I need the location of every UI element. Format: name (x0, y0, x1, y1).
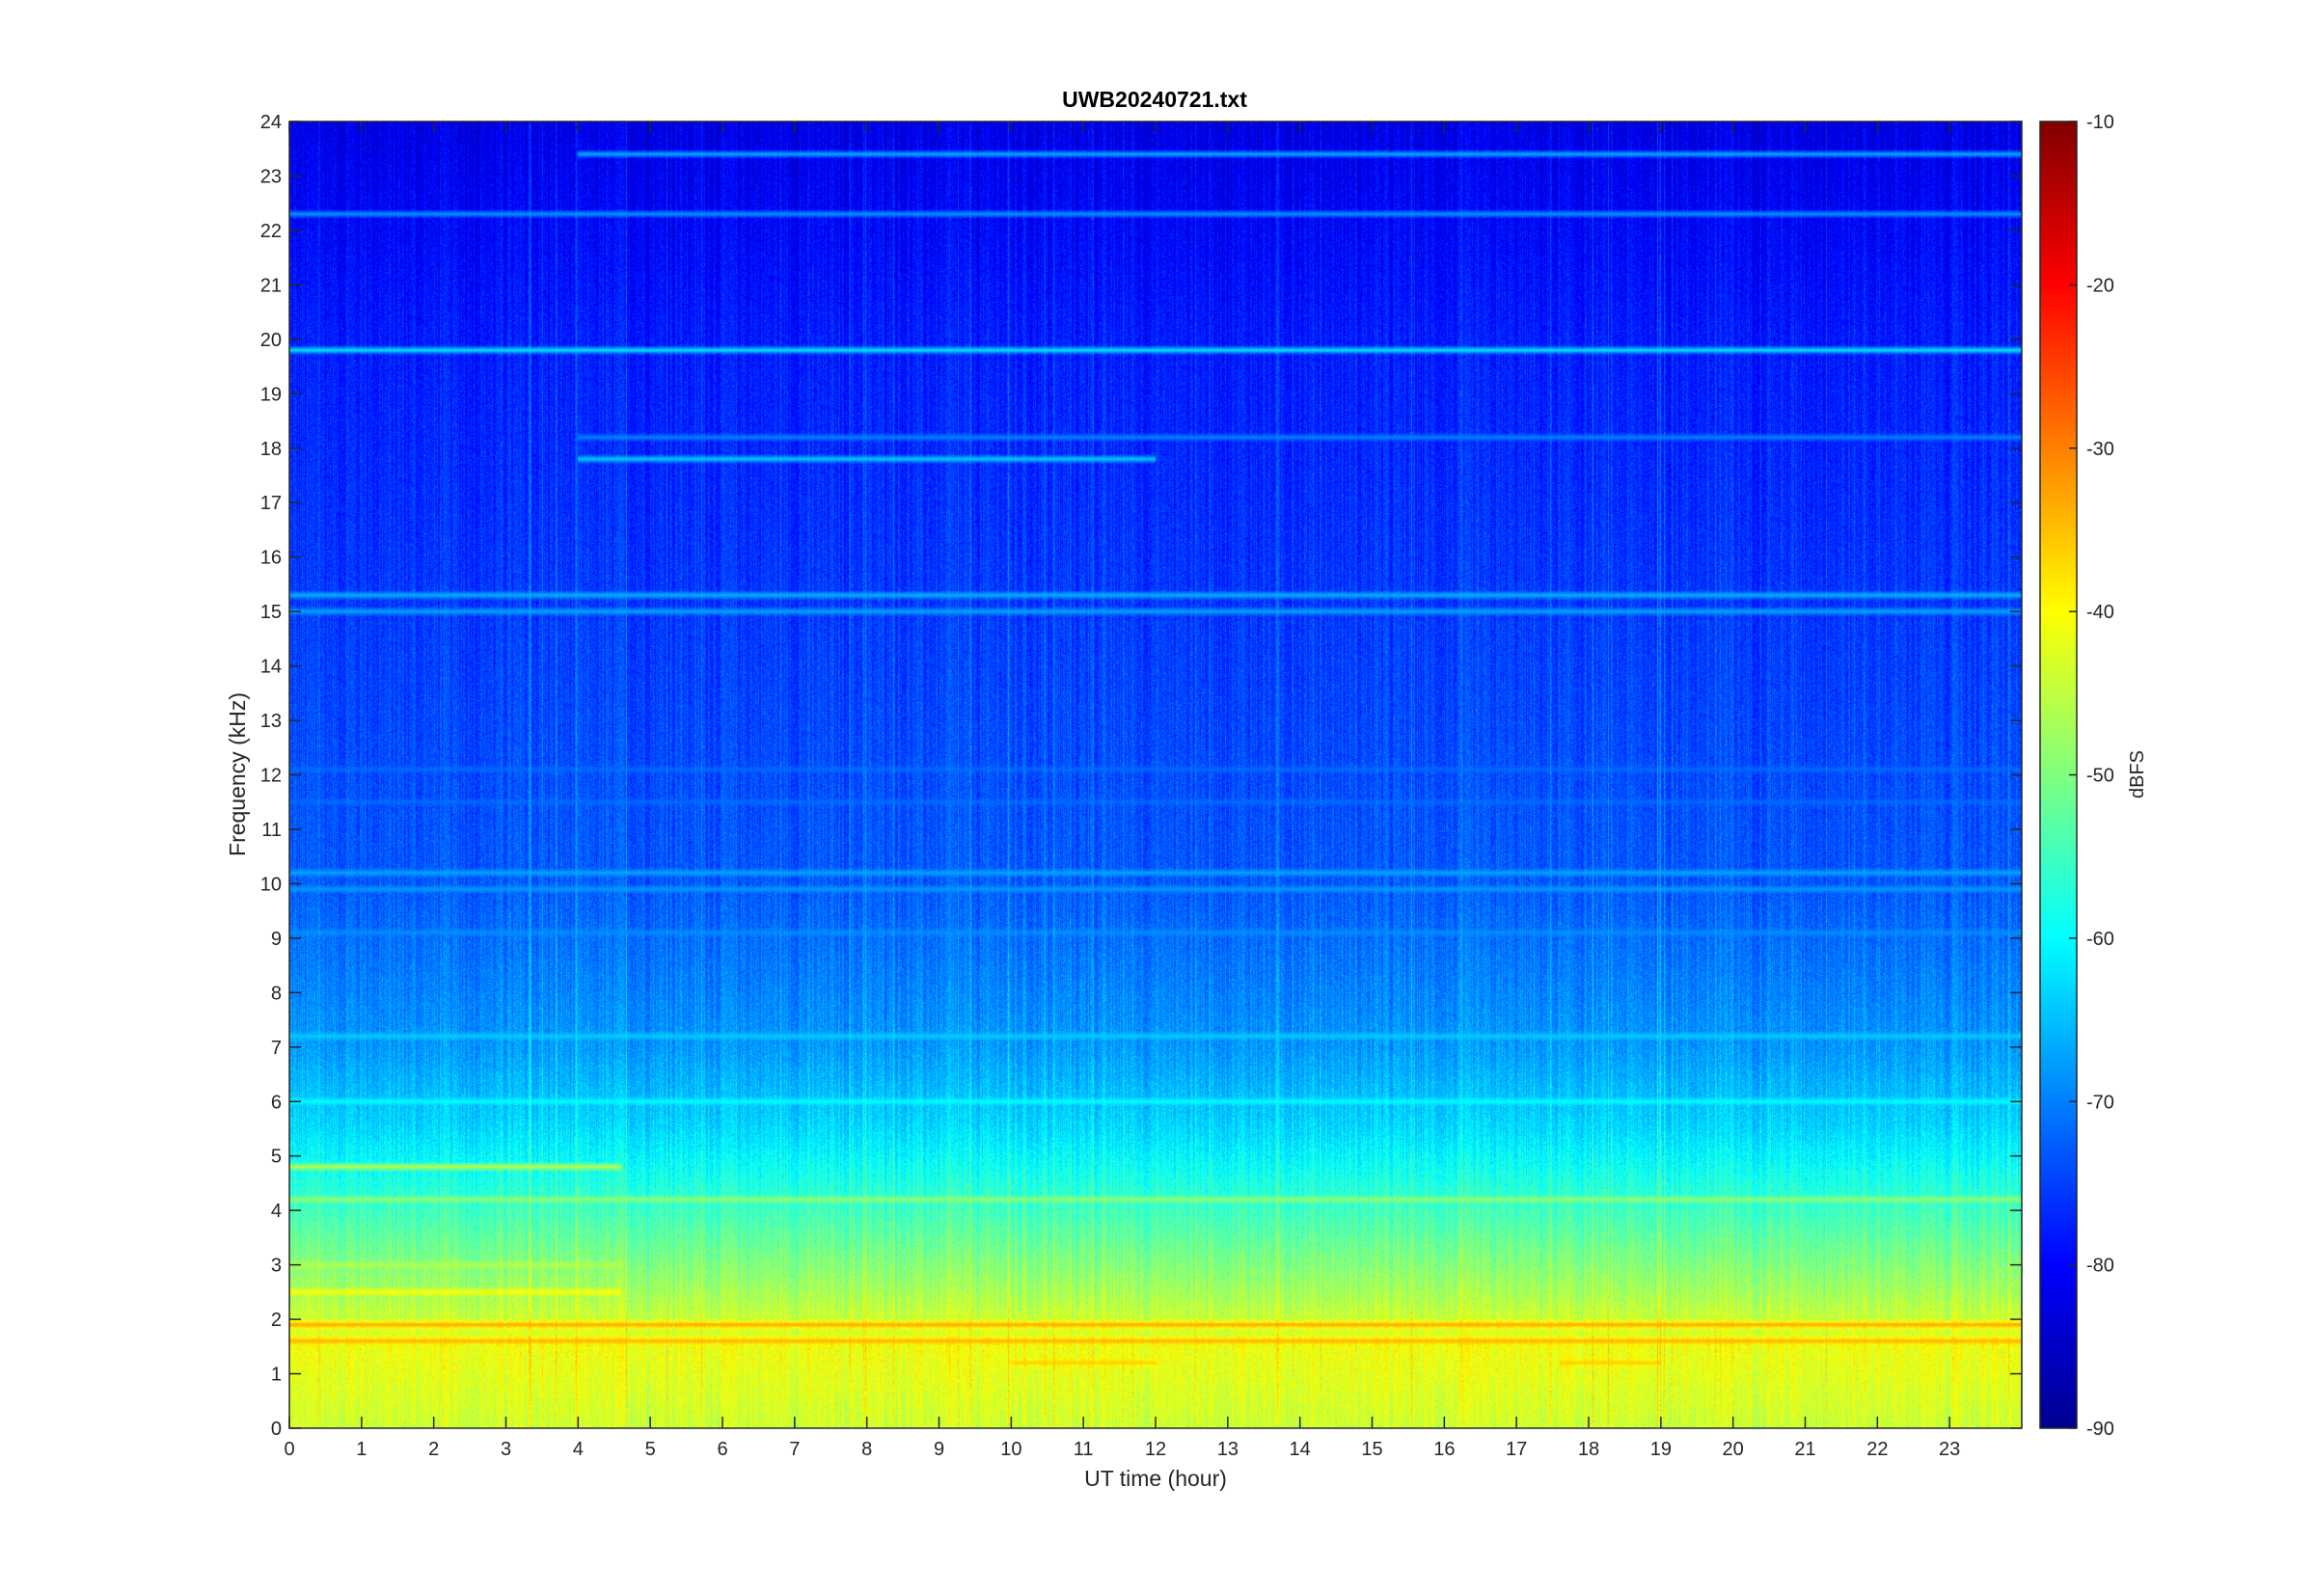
y-tick-label: 2 (271, 1310, 282, 1331)
x-tick-label: 9 (934, 1439, 944, 1460)
colorbar-tick-label: -10 (2086, 112, 2114, 133)
x-tick-label: 7 (789, 1439, 800, 1460)
y-tick-label: 23 (260, 166, 282, 187)
y-tick-label: 3 (271, 1256, 282, 1277)
colorbar-tick-label: -20 (2086, 275, 2114, 296)
y-tick-label: 1 (271, 1365, 282, 1386)
colorbar-tick-label: -70 (2086, 1092, 2114, 1113)
x-tick-label: 4 (573, 1439, 584, 1460)
colorbar-tick-label: -50 (2086, 766, 2114, 787)
y-tick-label: 13 (260, 711, 282, 732)
y-tick-label: 10 (260, 874, 282, 895)
x-axis-label: UT time (hour) (1084, 1466, 1227, 1491)
x-tick-label: 6 (717, 1439, 727, 1460)
spectrogram-plot (288, 121, 2023, 1429)
x-tick-label: 12 (1145, 1439, 1166, 1460)
y-tick-label: 0 (271, 1419, 282, 1440)
y-tick-label: 4 (271, 1201, 282, 1222)
y-tick-label: 6 (271, 1092, 282, 1113)
colorbar-tick-label: -40 (2086, 602, 2114, 623)
y-tick-label: 14 (260, 657, 282, 678)
x-tick-label: 20 (1723, 1439, 1744, 1460)
spectrogram-image-wrapper (289, 122, 2022, 1428)
y-tick-label: 18 (260, 439, 282, 460)
x-tick-label: 16 (1433, 1439, 1455, 1460)
colorbar-label: dBFS (2127, 750, 2148, 798)
colorbar: -10 -20 -30 -40 -50 -60 -70 -80 -90 dBFS (2039, 112, 2148, 1440)
colorbar-ticks: -10 -20 -30 -40 -50 -60 -70 -80 -90 (2069, 112, 2114, 1440)
y-tick-label: 9 (271, 929, 282, 950)
x-tick-label: 0 (284, 1439, 294, 1460)
x-tick-label: 22 (1866, 1439, 1888, 1460)
x-tick-label: 10 (1000, 1439, 1021, 1460)
y-tick-label: 17 (260, 493, 282, 514)
y-tick-label: 22 (260, 221, 282, 242)
y-axis-label: Frequency (kHz) (225, 692, 250, 856)
x-tick-label: 23 (1939, 1439, 1960, 1460)
colorbar-tick-label: -80 (2086, 1256, 2114, 1277)
x-tick-label: 2 (428, 1439, 439, 1460)
x-tick-label: 5 (645, 1439, 656, 1460)
y-tick-label: 7 (271, 1038, 282, 1059)
colorbar-tick-label: -90 (2086, 1419, 2114, 1440)
spectrogram-image (289, 122, 2022, 1428)
y-tick-label: 16 (260, 548, 282, 569)
x-tick-label: 15 (1361, 1439, 1382, 1460)
x-tick-label: 11 (1074, 1439, 1094, 1460)
x-tick-label: 17 (1506, 1439, 1527, 1460)
x-axis: 0 1 2 3 4 5 6 7 8 9 10 11 12 13 14 15 16 17 18 19 20 21 22 23 (284, 122, 1960, 1460)
x-tick-label: 19 (1650, 1439, 1672, 1460)
x-tick-label: 8 (861, 1439, 872, 1460)
colorbar-tick-label: -30 (2086, 439, 2114, 460)
colorbar-tick-label: -60 (2086, 929, 2114, 950)
x-tick-label: 3 (501, 1439, 511, 1460)
y-tick-label: 19 (260, 384, 282, 405)
y-tick-label: 15 (260, 602, 282, 623)
y-tick-label: 5 (271, 1147, 282, 1168)
y-tick-label: 21 (260, 275, 282, 296)
chart-title: UWB20240721.txt (1062, 87, 1247, 112)
x-tick-label: 18 (1578, 1439, 1599, 1460)
y-tick-label: 20 (260, 330, 282, 351)
x-tick-label: 14 (1290, 1439, 1311, 1460)
y-tick-label: 11 (261, 820, 282, 841)
y-tick-label: 12 (260, 766, 282, 787)
y-tick-label: 24 (260, 112, 282, 133)
x-tick-label: 1 (356, 1439, 367, 1460)
x-tick-label: 13 (1217, 1439, 1239, 1460)
x-tick-label: 21 (1794, 1439, 1815, 1460)
y-tick-label: 8 (271, 983, 282, 1004)
